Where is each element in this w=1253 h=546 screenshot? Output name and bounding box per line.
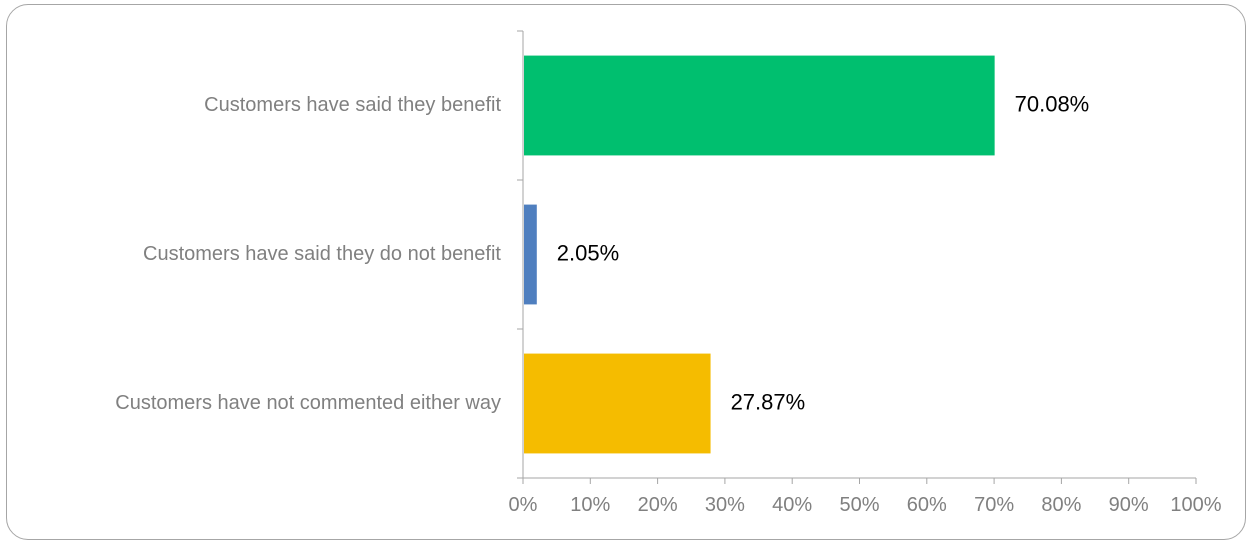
bar-2	[524, 204, 537, 305]
x-tick-label-20pct: 20%	[638, 494, 678, 516]
x-tick-label-30pct: 30%	[705, 494, 745, 516]
x-tick-label-60pct: 60%	[907, 494, 947, 516]
x-tick-label-0pct: 0%	[509, 494, 538, 516]
data-label-3: 27.87%	[731, 389, 806, 414]
x-tick-label-40pct: 40%	[772, 494, 812, 516]
x-tick-label-80pct: 80%	[1041, 494, 1081, 516]
data-label-1: 70.08%	[1015, 91, 1090, 116]
category-label-1: Customers have said they benefit	[204, 94, 501, 116]
bars-layer	[524, 55, 995, 454]
bar-1	[524, 55, 995, 156]
labels-layer: Customers have said they benefit 70.08% Cu…	[115, 91, 1089, 414]
axes-layer: 0% 10% 20% 30% 40% 50% 60% 70% 80% 90% 100%	[509, 30, 1222, 516]
x-tick-label-90pct: 90%	[1109, 494, 1149, 516]
x-tick-label-10pct: 10%	[570, 494, 610, 516]
x-tick-label-50pct: 50%	[839, 494, 879, 516]
x-tick-label-70pct: 70%	[974, 494, 1014, 516]
category-label-2: Customers have said they do not benefit	[143, 243, 501, 265]
bar-3	[524, 353, 711, 454]
x-tick-label-100pct: 100%	[1170, 494, 1221, 516]
category-label-3: Customers have not commented either way	[115, 392, 501, 414]
data-label-2: 2.05%	[557, 240, 619, 265]
